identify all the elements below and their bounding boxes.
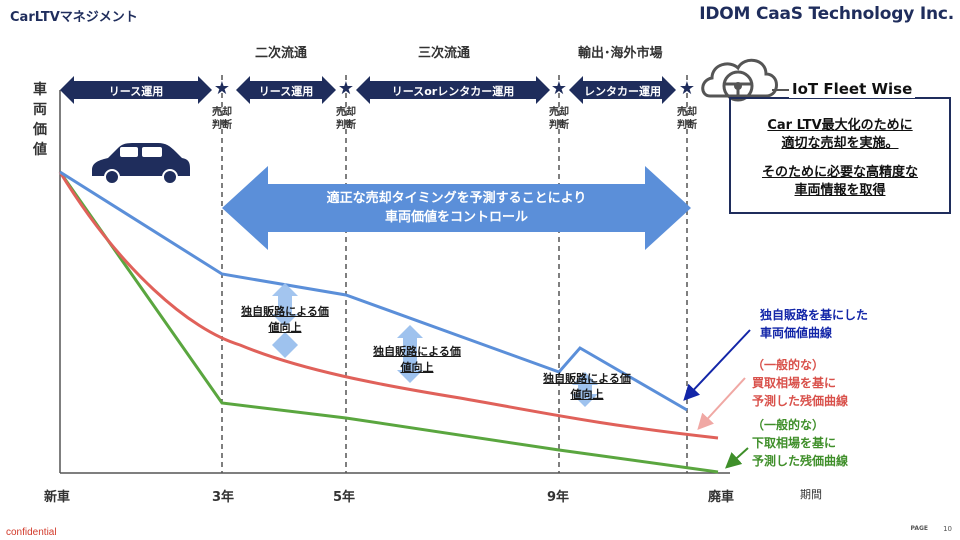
legend-line: 下取相場を基に bbox=[752, 436, 837, 450]
sale-decision-label: 売却 判断 bbox=[212, 107, 232, 131]
x-label-scrap: 廃車 bbox=[708, 490, 735, 505]
value-up-note: 独自販路による価 値向上 bbox=[362, 344, 472, 376]
x-unit: 期間 bbox=[800, 488, 822, 501]
y-label-char: 車 bbox=[33, 82, 47, 98]
sale-dashed-lines bbox=[221, 75, 688, 473]
value-up-note: 独自販路による価 値向上 bbox=[230, 304, 340, 336]
car-icon bbox=[92, 143, 190, 185]
iot-title: IoT Fleet Wise bbox=[789, 80, 916, 98]
note-line: 値向上 bbox=[400, 361, 434, 374]
star-icon: ★ bbox=[678, 78, 696, 99]
steering-wheel-cloud-icon bbox=[701, 58, 778, 102]
legend-line: 独自販路を基にした bbox=[760, 308, 869, 322]
ribbon-label: リース運用 bbox=[108, 85, 164, 98]
x-label-3y: 3年 bbox=[212, 490, 235, 505]
star-icon: ★ bbox=[337, 78, 355, 99]
iot-line: Car LTV最大化のために bbox=[767, 118, 913, 133]
red-curve bbox=[58, 171, 719, 440]
legend-arrow-red bbox=[697, 377, 746, 430]
phase-export: 輸出･海外市場 bbox=[578, 46, 663, 61]
legend-blue: 独自販路を基にした 車両価値曲線 bbox=[760, 306, 868, 342]
value-up-note: 独自販路による価 値向上 bbox=[532, 371, 642, 403]
iot-line: 適切な売却を実施。 bbox=[781, 136, 899, 151]
iot-box bbox=[729, 97, 951, 214]
note-line: 独自販路による価 bbox=[241, 305, 329, 318]
legend-line: 予測した残価曲線 bbox=[752, 394, 849, 408]
iot-line: 車両情報を取得 bbox=[794, 183, 886, 198]
note-line: 独自販路による価 bbox=[543, 372, 631, 385]
page-label: PAGE bbox=[910, 525, 928, 532]
sale-decision-label: 売却 判断 bbox=[677, 107, 697, 131]
green-curve bbox=[58, 171, 719, 474]
star-icon: ★ bbox=[213, 78, 231, 99]
legend-green: （一般的な） 下取相場を基に 予測した残価曲線 bbox=[752, 416, 848, 470]
phase-tertiary: 三次流通 bbox=[418, 46, 471, 61]
legend-arrow-blue bbox=[683, 329, 751, 401]
x-label-9y: 9年 bbox=[547, 490, 570, 505]
big-arrow-line: 車両価値をコントロール bbox=[384, 210, 528, 225]
phase-secondary: 二次流通 bbox=[255, 46, 308, 61]
legend-line: 予測した残価曲線 bbox=[752, 454, 849, 468]
y-label-char: 両 bbox=[33, 102, 47, 118]
page-number: 10 bbox=[943, 525, 952, 533]
ribbon-label: レンタカー運用 bbox=[584, 85, 661, 98]
note-line: 値向上 bbox=[570, 388, 604, 401]
sale-decision-label: 売却 判断 bbox=[549, 107, 569, 131]
ribbon-label: リースorレンタカー運用 bbox=[391, 85, 515, 98]
legend-line: 車両価値曲線 bbox=[760, 326, 833, 340]
confidential-label: confidential bbox=[6, 527, 57, 538]
sale-decision-label: 売却 判断 bbox=[336, 107, 356, 131]
legend-line: （一般的な） bbox=[752, 418, 825, 432]
y-label-char: 値 bbox=[33, 142, 47, 158]
brand-name: IDOM CaaS Technology Inc. bbox=[699, 4, 954, 24]
big-arrow-line: 適正な売却タイミングを予測することにより bbox=[326, 191, 587, 206]
legend-line: 買取相場を基に bbox=[752, 376, 837, 390]
x-label-new: 新車 bbox=[44, 490, 71, 505]
slide-title: CarLTVマネジメント bbox=[10, 10, 138, 25]
legend-arrow-green bbox=[725, 447, 749, 469]
y-axis-label: 車 両 価 値 bbox=[30, 80, 50, 160]
ribbon-label: リース運用 bbox=[258, 85, 314, 98]
legend-line: （一般的な） bbox=[752, 358, 825, 372]
note-line: 独自販路による価 bbox=[373, 345, 461, 358]
value-up-arrows bbox=[272, 283, 598, 407]
star-icon: ★ bbox=[550, 78, 568, 99]
blue-curve bbox=[59, 170, 688, 412]
big-arrow-text: 適正な売却タイミングを予測することにより 車両価値をコントロール bbox=[268, 189, 645, 227]
note-line: 値向上 bbox=[268, 321, 302, 334]
y-label-char: 価 bbox=[33, 122, 47, 138]
big-double-arrow bbox=[222, 166, 691, 250]
iot-line: そのために必要な高精度な bbox=[761, 165, 918, 180]
ribbons bbox=[60, 76, 676, 104]
legend-red: （一般的な） 買取相場を基に 予測した残価曲線 bbox=[752, 356, 848, 410]
x-label-5y: 5年 bbox=[333, 490, 356, 505]
